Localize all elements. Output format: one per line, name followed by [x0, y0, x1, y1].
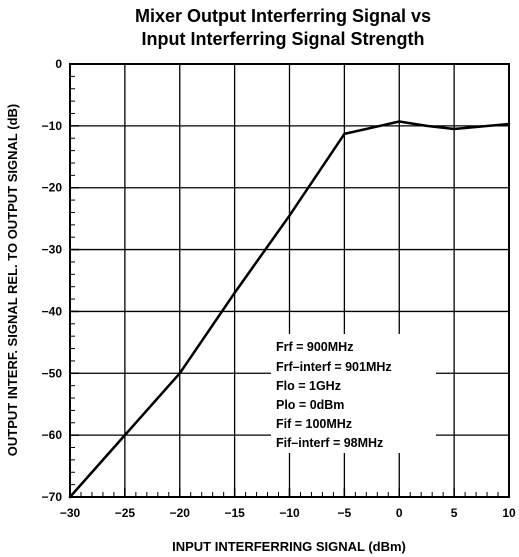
data-point-3 [233, 291, 236, 295]
data-point-5 [343, 132, 346, 136]
y-tick-label-1: −10 [42, 119, 63, 133]
x-tick-label-1: −25 [115, 506, 136, 520]
data-point-1 [123, 433, 127, 437]
y-tick-label-5: −50 [42, 366, 63, 380]
y-tick-label-2: −20 [42, 181, 63, 195]
data-point-8 [452, 127, 456, 131]
y-tick-label-0: 0 [55, 57, 62, 71]
annotation-flo: Flo = 1GHz [276, 379, 341, 393]
annotation-frf: Frf = 900MHz [276, 340, 353, 354]
y-tick-label-6: −60 [42, 428, 63, 442]
x-tick-label-2: −20 [170, 506, 191, 520]
annotation-fif-interf: Fif–interf = 98MHz [276, 436, 383, 450]
chart-title-line-1: Mixer Output Interferring Signal vs [135, 6, 431, 26]
annotation-box [271, 334, 436, 453]
data-point-9 [507, 122, 511, 126]
y-axis-ticks: 0 −10 −20 −30 −40 −50 −60 −70 [42, 57, 79, 504]
x-tick-label-7: 5 [451, 506, 458, 520]
y-tick-label-4: −40 [42, 304, 63, 318]
data-point-7 [425, 124, 428, 128]
x-axis-label: INPUT INTERFERRING SIGNAL (dBm) [172, 539, 406, 554]
x-tick-label-0: −30 [60, 506, 81, 520]
data-point-0 [68, 495, 72, 499]
x-tick-label-6: 0 [396, 506, 403, 520]
data-point-6 [398, 120, 401, 123]
data-point-4 [288, 214, 291, 217]
x-axis-ticks: −30 −25 −20 −15 −10 −5 0 5 10 [60, 488, 516, 520]
series-line [68, 120, 511, 499]
annotation-plo: Plo = 0dBm [276, 398, 344, 412]
x-tick-label-8: 10 [502, 506, 516, 520]
y-tick-label-3: −30 [42, 243, 63, 257]
data-point-2 [178, 372, 181, 375]
annotation-frf-interf: Frf–interf = 901MHz [276, 360, 392, 374]
annotation-fif: Fif = 100MHz [276, 417, 352, 431]
y-axis-label: OUTPUT INTERF. SIGNAL REL. TO OUTPUT SIG… [5, 104, 20, 456]
data-points [68, 120, 511, 499]
x-tick-label-5: −5 [338, 506, 352, 520]
x-tick-label-4: −10 [279, 506, 300, 520]
x-tick-label-3: −15 [224, 506, 245, 520]
chart-title-line-2: Input Interferring Signal Strength [142, 29, 425, 49]
y-tick-label-7: −70 [42, 490, 63, 504]
